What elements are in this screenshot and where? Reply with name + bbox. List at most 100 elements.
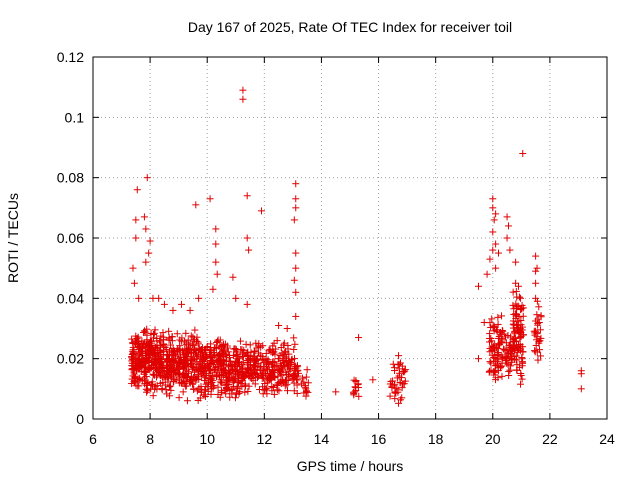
data-point <box>504 331 512 339</box>
data-point <box>190 385 198 393</box>
data-point <box>184 346 192 354</box>
data-point <box>152 344 160 352</box>
chart-title: Day 167 of 2025, Rate Of TEC Index for r… <box>188 19 512 35</box>
data-point <box>397 396 405 404</box>
data-point <box>532 267 540 275</box>
data-point <box>264 360 272 368</box>
data-point <box>504 361 512 369</box>
data-point <box>244 365 252 373</box>
data-point <box>146 237 154 245</box>
data-point <box>494 313 502 321</box>
data-point <box>239 95 247 103</box>
data-point <box>247 348 255 356</box>
data-point <box>169 306 177 314</box>
data-point <box>290 276 298 284</box>
data-point <box>243 234 251 242</box>
data-point <box>213 270 221 278</box>
data-point <box>200 368 208 376</box>
data-point <box>401 367 409 375</box>
data-point <box>201 386 209 394</box>
x-tick-label: 16 <box>371 431 387 447</box>
data-point <box>236 358 244 366</box>
data-point <box>211 343 219 351</box>
data-point <box>129 340 137 348</box>
data-point <box>212 225 220 233</box>
x-tick-label: 8 <box>146 431 154 447</box>
data-point <box>165 327 173 335</box>
data-point <box>480 318 488 326</box>
data-point <box>135 382 143 390</box>
data-point <box>391 395 399 403</box>
data-point <box>517 328 525 336</box>
data-point <box>489 228 497 236</box>
data-point <box>201 392 209 400</box>
data-point <box>135 343 143 351</box>
data-point <box>187 332 195 340</box>
data-point <box>222 390 230 398</box>
data-point <box>332 388 340 396</box>
data-point <box>291 370 299 378</box>
data-point <box>145 249 153 257</box>
data-point <box>246 341 254 349</box>
data-point <box>492 210 500 218</box>
data-point <box>273 386 281 394</box>
data-point <box>132 332 140 340</box>
data-point <box>355 392 363 400</box>
data-point <box>498 336 506 344</box>
data-point <box>214 383 222 391</box>
data-point <box>189 364 197 372</box>
data-point <box>277 370 285 378</box>
data-point <box>143 388 151 396</box>
data-point <box>273 382 281 390</box>
data-point <box>279 357 287 365</box>
data-point <box>355 334 363 342</box>
data-point <box>279 376 287 384</box>
data-point <box>273 361 281 369</box>
data-point <box>143 338 151 346</box>
data-point <box>292 204 300 212</box>
data-point <box>270 373 278 381</box>
data-point <box>128 335 136 343</box>
data-point <box>143 379 151 387</box>
data-point <box>279 366 287 374</box>
data-point <box>178 371 186 379</box>
data-point <box>291 340 299 348</box>
data-point <box>518 358 526 366</box>
data-point <box>517 371 525 379</box>
data-point <box>239 350 247 358</box>
data-point <box>232 367 240 375</box>
data-point <box>517 380 525 388</box>
data-point <box>224 385 232 393</box>
data-point <box>532 279 540 287</box>
data-point <box>506 366 514 374</box>
data-point <box>168 333 176 341</box>
data-point <box>514 302 522 310</box>
data-point <box>191 346 199 354</box>
data-point <box>224 348 232 356</box>
data-point <box>243 192 251 200</box>
data-point <box>204 378 212 386</box>
data-point <box>213 338 221 346</box>
data-point <box>264 378 272 386</box>
data-point <box>269 358 277 366</box>
data-point <box>292 249 300 257</box>
data-point <box>261 370 269 378</box>
data-point <box>242 340 250 348</box>
data-point <box>401 366 409 374</box>
data-point <box>397 374 405 382</box>
data-point <box>211 364 219 372</box>
data-point <box>212 240 220 248</box>
data-point <box>577 370 585 378</box>
data-point <box>231 375 239 383</box>
data-point <box>488 351 496 359</box>
data-point <box>202 364 210 372</box>
data-point <box>158 363 166 371</box>
data-point <box>221 386 229 394</box>
data-point <box>135 374 143 382</box>
data-point <box>304 379 312 387</box>
data-point <box>292 180 300 188</box>
data-point <box>263 390 271 398</box>
data-point <box>179 388 187 396</box>
data-point <box>141 328 149 336</box>
data-point <box>533 348 541 356</box>
